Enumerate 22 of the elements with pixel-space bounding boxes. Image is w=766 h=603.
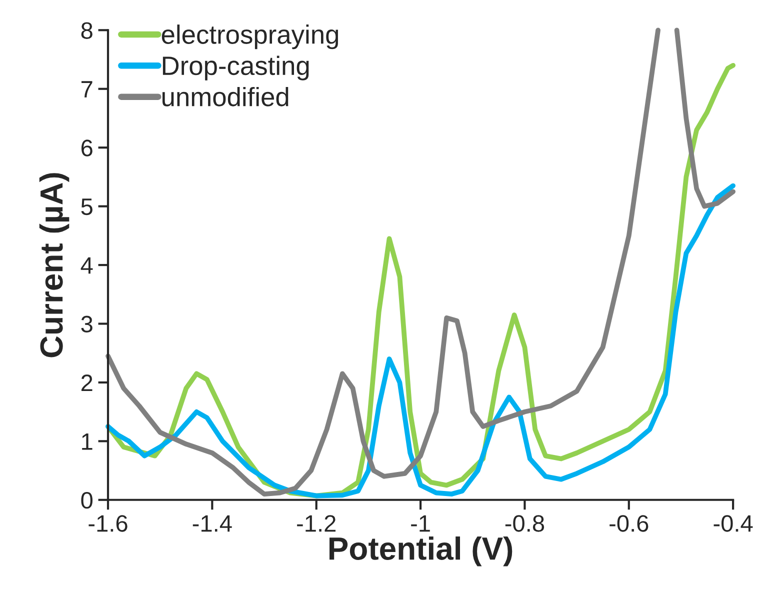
x-tick-label: -1.6 [88, 515, 128, 532]
y-axis-title: Current (µA) [39, 173, 70, 358]
x-tick-label: -0.4 [714, 515, 753, 532]
y-tick-label: 4 [80, 257, 93, 274]
legend-label: Drop-casting [162, 56, 309, 80]
y-tick-label: 8 [81, 22, 92, 39]
y-tick-label: 2 [81, 374, 92, 392]
x-tick-label: -1.2 [297, 515, 336, 532]
legend-label: unmodified [162, 86, 288, 106]
y-tick-label: 3 [81, 316, 92, 333]
x-axis-title: Potential (V) [330, 536, 512, 566]
y-tick-label: 1 [82, 433, 92, 450]
x-tick-label: -1.4 [192, 515, 232, 532]
y-tick-label: 6 [81, 140, 92, 156]
x-tick-label: -0.6 [610, 515, 648, 532]
x-tick-label: -1 [411, 515, 430, 532]
x-tick-label: -0.8 [505, 515, 544, 532]
legend-label: electrospraying [162, 24, 338, 50]
y-tick-label: 7 [82, 81, 92, 98]
y-tick-label: 0 [81, 492, 92, 509]
y-tick-label: 5 [81, 198, 92, 216]
line-series [106, 183, 736, 498]
